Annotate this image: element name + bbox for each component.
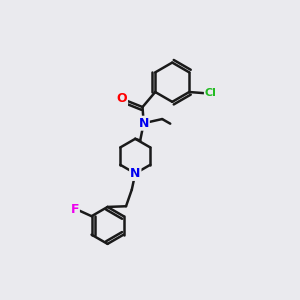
Text: Cl: Cl: [205, 88, 217, 98]
Text: N: N: [130, 167, 140, 180]
Text: N: N: [139, 117, 149, 130]
Text: F: F: [70, 203, 79, 216]
Text: O: O: [116, 92, 127, 105]
